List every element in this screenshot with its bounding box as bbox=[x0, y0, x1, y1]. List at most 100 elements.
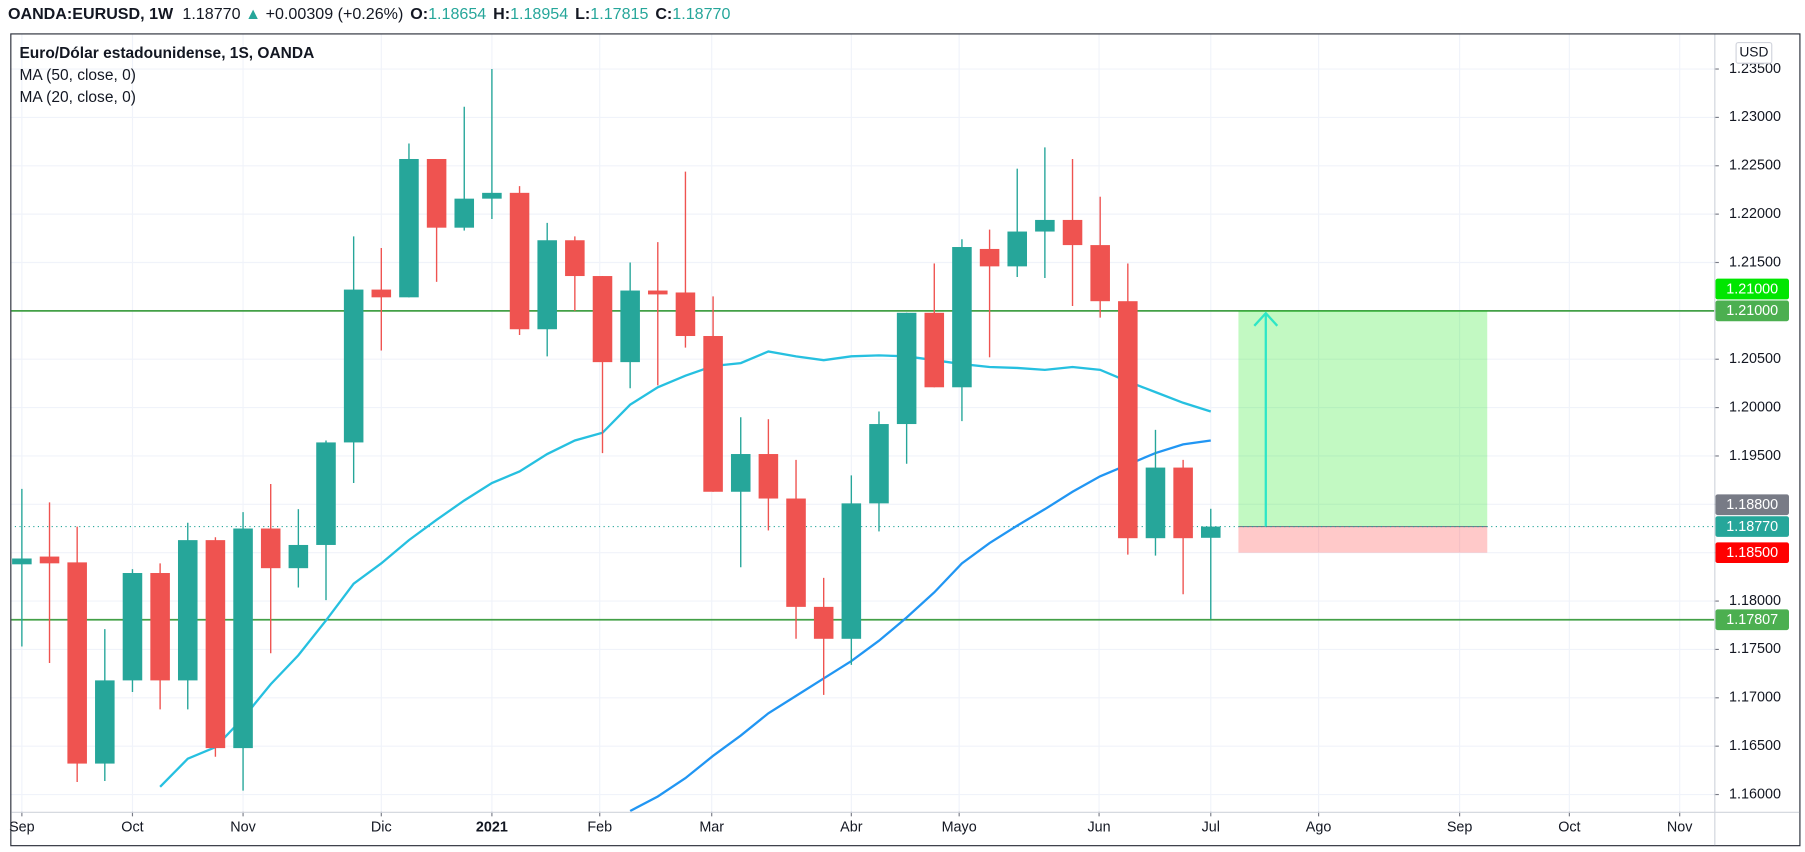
y-tick-label: 1.17000 bbox=[1729, 690, 1781, 706]
ohlc-value: 1.18654 bbox=[428, 5, 486, 23]
price-tag-label: 1.18800 bbox=[1726, 497, 1778, 513]
chart-title: Euro/Dólar estadounidense, 1S, OANDA bbox=[19, 45, 314, 62]
y-tick-label: 1.23500 bbox=[1729, 61, 1781, 77]
ohlc-key: H: bbox=[493, 5, 510, 23]
y-tick-label: 1.21500 bbox=[1729, 254, 1781, 270]
candle-body bbox=[841, 503, 862, 639]
x-tick-label: Dic bbox=[371, 820, 392, 836]
change: +0.00309 (+0.26%) bbox=[266, 5, 404, 23]
x-tick-label: Oct bbox=[121, 820, 143, 836]
candle-body bbox=[509, 192, 530, 330]
candle-body bbox=[95, 680, 115, 764]
y-tick-label: 1.22500 bbox=[1729, 158, 1781, 174]
candle-body bbox=[316, 442, 336, 545]
candle-body bbox=[924, 312, 945, 388]
candle-body bbox=[1035, 219, 1055, 232]
ohlc-value: 1.18770 bbox=[672, 5, 730, 23]
x-tick-label: Nov bbox=[230, 820, 256, 836]
candle-body bbox=[675, 292, 696, 337]
position-profit-zone bbox=[1238, 310, 1488, 527]
moving-average-line bbox=[159, 350, 1212, 788]
header: OANDA:EURUSD, 1W 1.18770 ▲ +0.00309 (+0.26%… bbox=[8, 5, 731, 23]
price-tag bbox=[1715, 516, 1789, 537]
candle-body bbox=[12, 558, 32, 565]
candle-body bbox=[1090, 245, 1110, 302]
candle-body bbox=[620, 290, 640, 363]
x-tick-label: Oct bbox=[1558, 820, 1580, 836]
legend-entry: MA (50, close, 0) bbox=[19, 67, 135, 84]
candle-body bbox=[813, 606, 834, 639]
y-tick-label: 1.16000 bbox=[1729, 786, 1781, 802]
y-tick-label: 1.22000 bbox=[1729, 206, 1781, 222]
x-tick-label: Jul bbox=[1202, 820, 1220, 836]
candle-body bbox=[260, 528, 281, 569]
price-tag-label: 1.21000 bbox=[1726, 303, 1778, 319]
candle-body bbox=[177, 540, 198, 681]
candle-body bbox=[1062, 219, 1083, 246]
price-tag-label: 1.17807 bbox=[1726, 612, 1778, 628]
change-arrow: ▲ bbox=[245, 5, 261, 23]
candle-body bbox=[537, 240, 557, 330]
candle-body bbox=[150, 573, 170, 681]
candle-body bbox=[122, 573, 143, 681]
axes: 1.16000 1.16500 1.17000 1.17500 1.18000 1.185… bbox=[9, 61, 1789, 836]
moving-average-line bbox=[629, 439, 1211, 812]
ohlc-key: L: bbox=[575, 5, 590, 23]
price-tag bbox=[1715, 542, 1789, 564]
candle-body bbox=[786, 498, 806, 607]
ohlc-key: C: bbox=[655, 5, 672, 23]
candle-body bbox=[703, 336, 723, 492]
candle-body bbox=[233, 528, 253, 749]
candle-body bbox=[730, 454, 751, 492]
candle-body bbox=[896, 312, 917, 425]
symbol: OANDA:EURUSD, 1W bbox=[8, 5, 174, 23]
plot-area bbox=[11, 69, 1715, 812]
candle-body bbox=[1007, 231, 1028, 267]
candle-body bbox=[1200, 526, 1221, 538]
position-arrow-head bbox=[1253, 311, 1279, 327]
candle-body bbox=[1173, 467, 1193, 539]
candle-body bbox=[648, 290, 668, 295]
candle-body bbox=[979, 248, 1000, 267]
candle-body bbox=[592, 276, 613, 363]
x-tick-label: Sep bbox=[9, 820, 35, 836]
frame bbox=[10, 33, 1801, 847]
ohlc-value: 1.18954 bbox=[510, 5, 568, 23]
candle-body bbox=[482, 192, 502, 199]
currency: USD bbox=[1739, 45, 1768, 60]
candle-body bbox=[67, 562, 87, 764]
x-tick-label: Nov bbox=[1667, 820, 1693, 836]
candle-body bbox=[426, 158, 447, 228]
price-tag-label: 1.18500 bbox=[1726, 545, 1778, 561]
candle-body bbox=[205, 540, 226, 749]
price-tag bbox=[1715, 300, 1789, 322]
candle-body bbox=[869, 424, 889, 504]
price-tag bbox=[1715, 609, 1789, 631]
currency-box[interactable] bbox=[1735, 41, 1773, 64]
candle-body bbox=[1118, 301, 1138, 539]
x-tick-label: Mar bbox=[699, 820, 724, 836]
x-tick-label: Ago bbox=[1306, 820, 1332, 836]
price-tag bbox=[1715, 278, 1789, 300]
ohlc-value: 1.17815 bbox=[590, 5, 648, 23]
y-tick-label: 1.18000 bbox=[1729, 593, 1781, 609]
y-tick-label: 1.16500 bbox=[1729, 738, 1781, 754]
candle-body bbox=[1145, 467, 1166, 539]
y-tick-label: 1.17500 bbox=[1729, 641, 1781, 657]
candle-body bbox=[343, 289, 364, 443]
last-price: 1.18770 bbox=[182, 5, 240, 23]
position-loss-zone bbox=[1238, 526, 1488, 553]
y-tick-label: 1.23000 bbox=[1729, 109, 1781, 125]
candle-body bbox=[371, 289, 392, 298]
price-tag-label: 1.21000 bbox=[1726, 281, 1778, 297]
x-tick-label: Abr bbox=[840, 820, 863, 836]
candle-body bbox=[758, 454, 779, 499]
y-tick-label: 1.20000 bbox=[1729, 399, 1781, 415]
x-tick-label: Jun bbox=[1087, 820, 1110, 836]
candle-body bbox=[952, 247, 972, 388]
candle-body bbox=[39, 556, 60, 564]
candle-body bbox=[565, 240, 585, 277]
candle-body bbox=[399, 158, 419, 298]
